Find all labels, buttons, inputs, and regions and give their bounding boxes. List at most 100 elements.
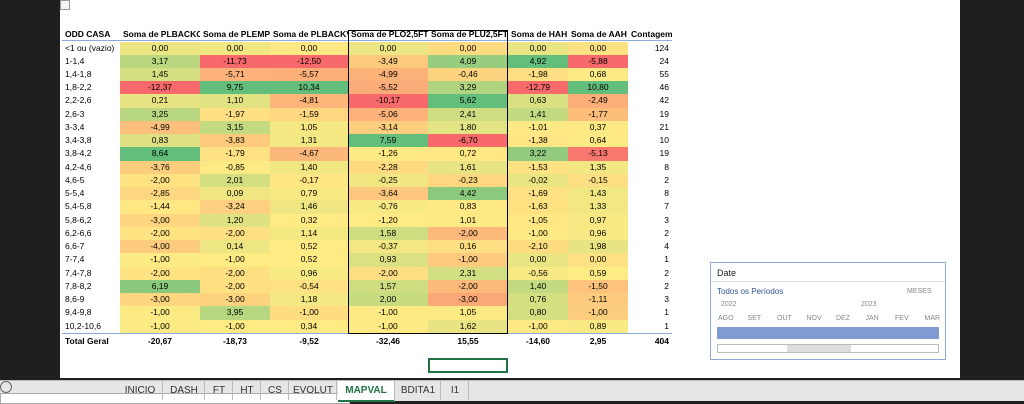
value-cell: 2: [664, 267, 669, 278]
value-cell: 2: [664, 280, 669, 291]
slicer-month[interactable]: SET: [747, 315, 762, 322]
column-header: Soma de PLEMP: [200, 28, 270, 41]
value-cell: 1,20: [200, 213, 270, 227]
value-cell: 10: [659, 135, 669, 146]
scrollbar[interactable]: [717, 344, 939, 353]
slicer-month[interactable]: MAR: [924, 315, 941, 322]
value-cell: 1,05: [270, 120, 348, 135]
value-cell: -12,50: [270, 54, 348, 68]
add-sheet-button[interactable]: [0, 381, 12, 393]
value-cell: -1,97: [200, 107, 270, 121]
value-cell: -1,79: [200, 147, 270, 161]
sheet-tab[interactable]: FT: [206, 381, 233, 400]
value-cell: -3,14: [348, 120, 428, 135]
value-cell: -1,00: [348, 306, 428, 320]
value-cell: -4,99: [120, 120, 200, 135]
slicer-month[interactable]: DEZ: [836, 315, 850, 322]
value-cell: -1,00: [200, 253, 270, 267]
value-cell: -4,67: [270, 147, 348, 161]
timeline-bar[interactable]: [717, 327, 939, 339]
sheet-tab[interactable]: HT: [234, 381, 261, 400]
value-cell: -1,53: [508, 160, 568, 174]
scroll-thumb[interactable]: [787, 345, 851, 352]
value-cell: -1,38: [508, 134, 568, 148]
sheet-tab[interactable]: CS: [262, 381, 289, 400]
value-cell: 2: [664, 227, 669, 238]
sheet-tab[interactable]: INICIO: [118, 381, 163, 400]
value-cell: 0,83: [428, 200, 508, 214]
value-cell: -1,44: [120, 200, 200, 214]
sheet-tab[interactable]: EVOLUT: [290, 381, 337, 400]
value-cell: -4,81: [270, 94, 348, 108]
slicer-year: 2022: [721, 301, 737, 308]
column-header: Soma de PLBACKC: [120, 28, 200, 41]
value-cell: -1,50: [568, 279, 628, 294]
sheet-tab[interactable]: DASH: [164, 381, 205, 400]
value-cell: -0,15: [568, 173, 628, 188]
value-cell: 3: [664, 294, 669, 305]
value-cell: -2,00: [120, 266, 200, 280]
row-label: 3,4-3,8: [65, 135, 92, 146]
value-cell: 1,43: [568, 187, 628, 201]
value-cell: -3,00: [120, 293, 200, 307]
sheet-tab[interactable]: MAPVAL: [338, 381, 395, 402]
value-cell: -3,76: [120, 160, 200, 174]
value-cell: -0,02: [508, 173, 568, 188]
value-cell: 1,14: [270, 226, 348, 241]
value-cell: -0,54: [270, 279, 348, 294]
value-cell: 9,75: [200, 81, 270, 95]
sheet: ODD CASA Soma de PLBACKC Soma de PLEMP Soma…: [60, 0, 960, 378]
value-cell: 1,62: [428, 319, 508, 333]
value-cell: 2,01: [200, 173, 270, 188]
slicer-year: 2023: [861, 301, 877, 308]
timeline-slicer[interactable]: Date Todos os Períodos MESES 2022 2023 AGO…: [710, 262, 946, 360]
value-cell: -2,49: [568, 94, 628, 108]
slicer-month[interactable]: AGO: [718, 315, 734, 322]
selection-box: [348, 30, 508, 334]
value-cell: 0,64: [568, 134, 628, 148]
slicer-month[interactable]: OUT: [777, 315, 792, 322]
value-cell: 0,34: [270, 319, 348, 333]
value-cell: -10,17: [348, 94, 428, 108]
value-cell: 7,59: [348, 134, 428, 148]
value-cell: -2,00: [428, 279, 508, 294]
value-cell: -12,37: [120, 81, 200, 95]
slicer-month[interactable]: FEV: [895, 315, 909, 322]
value-cell: 1,98: [568, 240, 628, 254]
value-cell: -1,00: [120, 253, 200, 267]
value-cell: -2,00: [348, 266, 428, 280]
value-cell: 0,63: [508, 94, 568, 108]
sheet-tab[interactable]: I1: [442, 381, 469, 400]
value-cell: 0,09: [200, 187, 270, 201]
value-cell: 0,89: [568, 319, 628, 333]
value-cell: 10,80: [568, 81, 628, 95]
filter-button[interactable]: [60, 0, 70, 10]
row-label: 9,4-9,8: [65, 307, 92, 318]
sheet-tab[interactable]: BDITA1: [396, 381, 441, 400]
column-header[interactable]: ODD CASA: [62, 28, 120, 41]
value-cell: -0,17: [270, 173, 348, 188]
value-cell: 1: [664, 307, 669, 318]
slicer-level[interactable]: MESES: [907, 288, 932, 295]
value-cell: -0,37: [348, 240, 428, 254]
row-label: 8,6-9: [65, 294, 85, 305]
total-cell: 2,95: [568, 332, 628, 347]
value-cell: 19: [659, 108, 669, 119]
value-cell: 6,19: [120, 279, 200, 294]
value-cell: -3,00: [200, 293, 270, 307]
slicer-month[interactable]: JAN: [865, 315, 879, 322]
slicer-title: Date: [717, 268, 737, 278]
row-label: 3,8-4,2: [65, 148, 92, 159]
value-cell: 0,37: [568, 120, 628, 135]
value-cell: 8,64: [120, 147, 200, 161]
value-cell: -3,00: [120, 213, 200, 227]
value-cell: -1,00: [508, 319, 568, 333]
divider: [711, 281, 945, 282]
row-label: 10,2-10,6: [65, 320, 101, 331]
value-cell: 1,57: [348, 279, 428, 294]
row-label: 2,2-2,6: [65, 95, 92, 106]
slicer-month[interactable]: NOV: [806, 315, 822, 322]
value-cell: -1,00: [568, 306, 628, 320]
value-cell: -2,00: [200, 279, 270, 294]
slicer-period: Todos os Períodos: [717, 287, 784, 296]
